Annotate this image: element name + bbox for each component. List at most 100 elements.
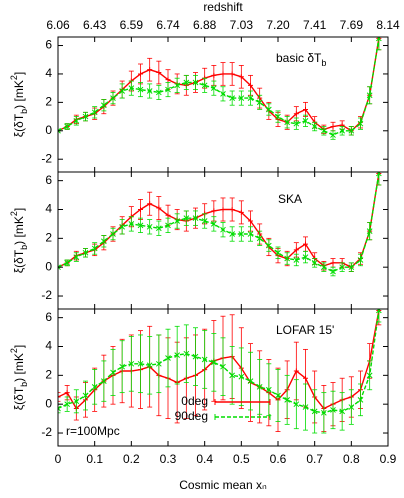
- marker: [73, 254, 80, 260]
- series-line: [58, 173, 380, 273]
- x-tick-label: 0.7: [306, 452, 323, 466]
- x-tick-label: 0.8: [343, 452, 360, 466]
- text-part: ξ(δT: [12, 113, 26, 137]
- marker: [146, 88, 153, 94]
- marker: [100, 102, 107, 109]
- y-tick-label: 2: [45, 368, 52, 382]
- marker: [293, 120, 300, 127]
- marker: [210, 359, 217, 366]
- marker: [183, 79, 190, 86]
- marker: [91, 109, 98, 116]
- marker: [201, 82, 208, 89]
- text-part: ]: [12, 345, 26, 348]
- y-tick-label: 4: [45, 202, 52, 216]
- marker: [146, 362, 153, 369]
- x2-tick-label: 6.59: [120, 18, 144, 32]
- x-tick-label: 0.4: [196, 452, 213, 466]
- y-tick-label: 2: [45, 95, 52, 109]
- marker: [110, 95, 116, 101]
- y-tick-label: -2: [41, 288, 52, 302]
- marker: [155, 225, 162, 232]
- marker: [229, 372, 236, 379]
- x2-tick-label: 7.20: [266, 18, 290, 32]
- marker: [156, 205, 162, 211]
- marker: [302, 404, 309, 410]
- marker: [119, 88, 126, 94]
- marker: [375, 172, 382, 177]
- y-axis-label: ξ(δTb) [mK2]: [9, 208, 29, 273]
- panel-label: SKA: [278, 192, 302, 206]
- marker: [366, 228, 373, 234]
- annotation: r=100Mpc: [66, 424, 120, 438]
- plot-area: [58, 37, 382, 140]
- marker: [210, 221, 217, 227]
- marker: [220, 90, 226, 97]
- text-part: ) [mK: [12, 353, 26, 382]
- text-part: ) [mK: [12, 80, 26, 109]
- marker: [284, 119, 291, 126]
- marker: [146, 223, 153, 230]
- text-part: 2: [9, 211, 19, 216]
- marker: [302, 117, 309, 124]
- marker: [64, 123, 71, 130]
- marker: [303, 375, 308, 381]
- marker: [138, 206, 143, 212]
- x-tick-label: 0.2: [123, 452, 140, 466]
- marker: [119, 363, 126, 370]
- marker: [330, 132, 336, 138]
- panel-label: basic δTb: [276, 51, 326, 68]
- marker: [128, 360, 135, 367]
- marker: [348, 264, 355, 271]
- marker: [238, 231, 245, 237]
- marker: [293, 368, 299, 374]
- marker: [265, 106, 272, 113]
- legend-label: 90deg: [175, 409, 208, 423]
- marker: [73, 398, 80, 405]
- marker: [211, 208, 217, 214]
- marker: [311, 408, 318, 415]
- x2-tick-label: 8.14: [376, 18, 400, 32]
- y-tick-label: 0: [45, 396, 52, 410]
- marker: [330, 124, 336, 130]
- marker: [303, 241, 308, 247]
- x-tick-label: 0.6: [270, 452, 287, 466]
- marker: [229, 231, 236, 237]
- marker: [357, 396, 364, 403]
- text-part: 2: [9, 348, 19, 353]
- marker: [229, 206, 235, 212]
- marker: [100, 378, 107, 384]
- marker: [165, 355, 171, 361]
- marker: [275, 249, 281, 256]
- marker: [155, 89, 162, 96]
- marker: [91, 384, 98, 390]
- marker: [339, 127, 346, 134]
- marker: [58, 127, 61, 134]
- marker: [357, 120, 364, 127]
- x-tick-label: 0.5: [233, 452, 250, 466]
- marker: [220, 206, 226, 212]
- marker: [64, 401, 71, 408]
- marker: [100, 238, 107, 245]
- marker: [137, 222, 144, 229]
- text-part: ]: [12, 72, 26, 75]
- marker: [229, 95, 236, 101]
- marker: [375, 309, 382, 314]
- marker: [339, 408, 346, 415]
- x-tick-label: 0: [55, 452, 62, 466]
- marker: [183, 350, 190, 357]
- marker: [201, 218, 208, 224]
- marker: [293, 257, 300, 263]
- marker: [82, 113, 89, 120]
- marker: [293, 401, 300, 408]
- text-part: b: [321, 58, 326, 68]
- marker: [165, 222, 171, 229]
- marker: [174, 218, 181, 224]
- text-part: b: [19, 109, 29, 114]
- marker: [256, 235, 263, 242]
- marker: [238, 373, 245, 380]
- x2-tick-label: 6.74: [156, 18, 180, 32]
- marker: [137, 86, 144, 93]
- series-line: [58, 38, 380, 136]
- text-part: b: [19, 382, 29, 387]
- marker: [192, 215, 199, 222]
